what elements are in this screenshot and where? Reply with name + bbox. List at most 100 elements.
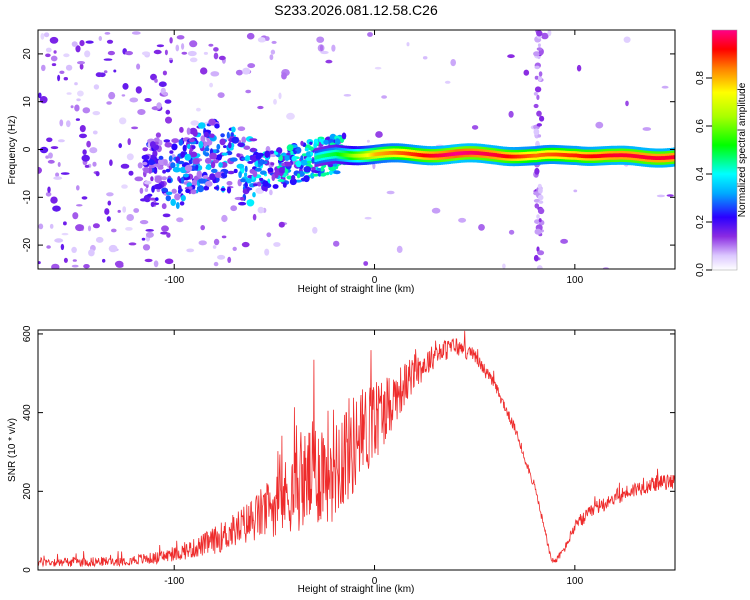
- noise-blob: [103, 58, 113, 61]
- stripe-blob: [536, 94, 540, 101]
- noise-blob: [661, 85, 669, 89]
- stripe-blob: [538, 218, 542, 223]
- cluster-blob: [161, 203, 167, 210]
- ridge-segment: [671, 155, 674, 160]
- noise-blob: [139, 187, 144, 194]
- ridge-segment: [444, 153, 447, 157]
- cluster-blob: [310, 151, 314, 156]
- stripe-blob: [538, 71, 543, 77]
- spectrogram-marks: [38, 30, 675, 269]
- noise-blob: [40, 33, 45, 40]
- noise-blob: [51, 263, 60, 269]
- cluster-blob: [148, 159, 155, 166]
- cluster-blob: [311, 166, 316, 171]
- cluster-blob: [180, 151, 186, 158]
- cluster-blob: [312, 173, 320, 177]
- ridge-segment: [402, 151, 405, 156]
- noise-blob: [53, 50, 57, 54]
- cluster-blob: [142, 147, 148, 152]
- cluster-blob: [221, 172, 226, 178]
- noise-blob: [560, 238, 568, 244]
- stripe-blob: [536, 110, 542, 117]
- cluster-blob: [308, 146, 314, 151]
- ridge-segment: [386, 151, 389, 155]
- noise-blob: [176, 217, 184, 223]
- cluster-blob: [218, 162, 223, 168]
- ridge-segment: [530, 153, 534, 158]
- ridge-segment: [508, 154, 512, 159]
- cluster-blob: [169, 150, 174, 154]
- snr-series-line: [38, 330, 675, 568]
- noise-blob: [164, 258, 174, 265]
- cluster-blob: [153, 163, 161, 167]
- noise-blob: [92, 161, 97, 167]
- cluster-blob: [206, 139, 213, 146]
- ridge-segment: [649, 155, 652, 160]
- ridge-segment: [346, 153, 349, 158]
- noise-blob: [128, 242, 137, 246]
- stripe-blob: [533, 128, 540, 136]
- noise-blob: [54, 238, 64, 243]
- stripe-blob: [537, 207, 545, 215]
- noise-blob: [189, 40, 198, 48]
- cluster-blob: [220, 187, 226, 192]
- noise-blob: [666, 194, 674, 197]
- cluster-blob: [237, 142, 245, 148]
- noise-blob: [38, 223, 44, 230]
- noise-blob: [210, 71, 220, 77]
- cluster-blob: [170, 198, 176, 206]
- ridge-segment: [540, 153, 544, 157]
- noise-blob: [48, 152, 53, 159]
- stripe-blob: [536, 30, 543, 37]
- cluster-blob: [198, 122, 206, 129]
- ridge-segment: [336, 152, 339, 157]
- cluster-blob: [221, 152, 229, 156]
- stripe-blob: [536, 265, 543, 269]
- ridge-segment: [478, 151, 482, 156]
- cluster-blob: [185, 188, 191, 194]
- noise-blob: [51, 63, 57, 67]
- noise-blob: [60, 243, 65, 251]
- noise-blob: [164, 49, 168, 56]
- snr-y-axis-title: SNR (10 * v/v): [7, 418, 18, 482]
- cluster-blob: [244, 155, 251, 162]
- cluster-blob: [164, 142, 173, 148]
- ridge-segment: [506, 154, 510, 159]
- ridge-segment: [498, 153, 502, 158]
- noise-blob: [179, 126, 184, 133]
- ridge-segment: [510, 154, 514, 159]
- ridge-segment: [496, 153, 500, 158]
- ridge-segment: [578, 154, 582, 158]
- noise-blob: [312, 226, 318, 234]
- cluster-blob: [172, 166, 181, 173]
- cluster-blob: [180, 194, 186, 202]
- noise-blob: [217, 254, 226, 260]
- noise-blob: [87, 225, 92, 232]
- noise-blob: [127, 138, 131, 146]
- cluster-blob: [216, 143, 221, 150]
- ridge-segment: [358, 153, 361, 158]
- noise-blob: [181, 51, 188, 55]
- cluster-blob: [171, 143, 178, 151]
- stripe-blob: [533, 103, 539, 109]
- stripe-blob: [534, 203, 540, 209]
- noise-blob: [213, 238, 220, 246]
- cluster-blob: [309, 141, 313, 145]
- ridge-segment: [564, 153, 568, 157]
- spectrogram-x-axis-title: Height of straight line (km): [298, 284, 415, 295]
- noise-blob: [92, 130, 98, 135]
- colorbar-tick-label: 0.4: [695, 167, 706, 181]
- cluster-blob: [171, 188, 177, 194]
- cluster-blob: [282, 182, 287, 188]
- noise-blob: [86, 140, 91, 148]
- noise-blob: [242, 67, 251, 75]
- ridge-segment: [580, 154, 584, 158]
- noise-blob: [396, 245, 403, 253]
- noise-blob: [74, 82, 78, 86]
- noise-blob: [547, 30, 552, 37]
- cluster-blob: [204, 147, 210, 152]
- cluster-blob: [165, 191, 173, 196]
- noise-blob: [273, 242, 281, 247]
- noise-blob: [45, 155, 50, 159]
